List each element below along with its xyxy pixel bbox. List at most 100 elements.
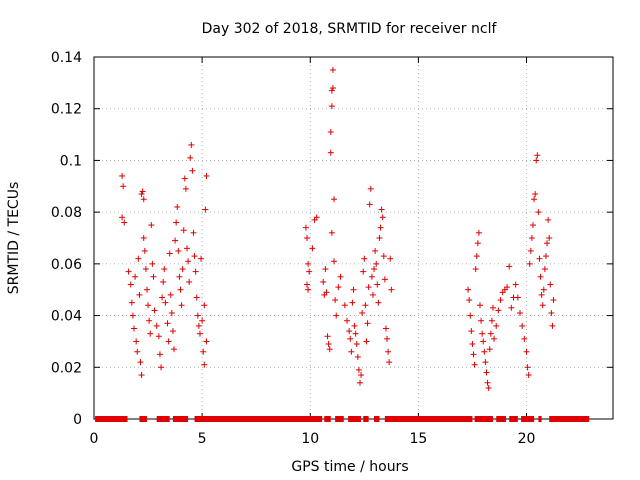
data-point xyxy=(203,172,210,179)
data-point xyxy=(523,348,530,355)
zero-band-segment xyxy=(549,416,590,422)
data-point xyxy=(519,322,526,329)
data-points xyxy=(119,66,557,391)
data-point xyxy=(196,330,203,337)
data-point xyxy=(387,255,394,262)
data-point xyxy=(547,281,554,288)
data-point xyxy=(128,299,135,306)
x-tick-label: 5 xyxy=(198,431,207,447)
data-point xyxy=(524,364,531,371)
data-point xyxy=(377,224,384,231)
data-point xyxy=(484,379,491,386)
data-point xyxy=(491,335,498,342)
data-point xyxy=(350,286,357,293)
data-point xyxy=(497,297,504,304)
data-point xyxy=(341,302,348,309)
data-point xyxy=(506,263,513,270)
data-point xyxy=(203,338,210,345)
data-point xyxy=(176,273,183,280)
zero-band-segment xyxy=(538,416,542,422)
data-point xyxy=(327,149,334,156)
data-point xyxy=(375,299,382,306)
x-axis-label: GPS time / hours xyxy=(291,459,408,475)
data-point xyxy=(367,185,374,192)
data-point xyxy=(201,302,208,309)
data-point xyxy=(359,309,366,316)
data-point xyxy=(344,317,351,324)
data-point xyxy=(304,235,311,241)
data-point xyxy=(521,335,528,342)
data-point xyxy=(478,317,485,324)
data-point xyxy=(149,260,156,267)
data-point xyxy=(120,183,127,190)
data-point xyxy=(537,273,544,280)
data-point xyxy=(337,273,344,280)
data-point xyxy=(488,317,495,324)
data-point xyxy=(485,384,492,391)
data-point xyxy=(356,379,363,386)
data-point xyxy=(137,359,144,366)
data-point xyxy=(172,237,179,244)
data-point xyxy=(162,299,169,306)
data-point xyxy=(545,216,552,223)
y-tick-label: 0.1 xyxy=(60,153,82,169)
data-point xyxy=(191,253,198,260)
x-tick-label: 0 xyxy=(90,431,99,447)
data-point xyxy=(167,291,174,298)
data-point xyxy=(150,273,157,280)
data-point xyxy=(166,250,173,257)
data-point xyxy=(540,286,547,293)
data-point xyxy=(178,302,185,309)
data-point xyxy=(470,351,477,358)
data-point xyxy=(135,255,142,262)
data-point xyxy=(469,341,476,348)
data-point xyxy=(138,372,145,379)
data-point xyxy=(475,229,482,236)
data-point xyxy=(526,260,533,267)
data-point xyxy=(332,297,339,304)
ticks: 0 5 10 15 20 0 0.02 0.04 0.06 0.08 0.1 0.12 0.14 xyxy=(51,50,613,447)
data-point xyxy=(140,235,147,241)
y-tick-label: 0.04 xyxy=(51,309,82,325)
data-point xyxy=(194,312,201,319)
data-point xyxy=(132,273,139,280)
zero-band-segment xyxy=(335,416,344,422)
data-point xyxy=(153,322,160,329)
data-point xyxy=(468,328,475,335)
data-point xyxy=(355,366,362,373)
data-point xyxy=(192,268,199,275)
data-point xyxy=(156,351,163,358)
y-tick-label: 0.08 xyxy=(51,205,82,221)
data-point xyxy=(535,209,542,216)
data-point xyxy=(329,66,336,73)
data-point xyxy=(517,309,524,316)
data-point xyxy=(181,175,188,182)
data-point xyxy=(479,330,486,337)
plot-frame xyxy=(93,56,614,420)
data-point xyxy=(160,278,167,285)
data-point xyxy=(358,372,365,379)
data-point xyxy=(374,281,381,288)
data-point xyxy=(481,348,488,355)
data-point xyxy=(305,286,312,293)
y-tick-label: 0.14 xyxy=(51,50,82,66)
data-point xyxy=(379,214,386,221)
data-point xyxy=(480,338,487,345)
data-point xyxy=(173,219,180,226)
grid-lines xyxy=(94,57,613,419)
zero-band-segment xyxy=(348,416,362,422)
chart-title: Day 302 of 2018, SRMTID for receiver ncl… xyxy=(202,21,498,37)
data-point xyxy=(335,284,342,291)
data-point xyxy=(354,353,361,360)
data-point xyxy=(199,317,206,324)
data-point xyxy=(525,372,532,379)
data-point xyxy=(165,338,172,345)
data-point xyxy=(131,325,138,332)
zero-band-segment xyxy=(509,416,518,422)
data-point xyxy=(364,320,371,327)
data-point xyxy=(198,255,205,262)
x-tick-label: 20 xyxy=(518,431,536,447)
data-point xyxy=(323,289,330,296)
zero-band-segment xyxy=(496,416,506,422)
